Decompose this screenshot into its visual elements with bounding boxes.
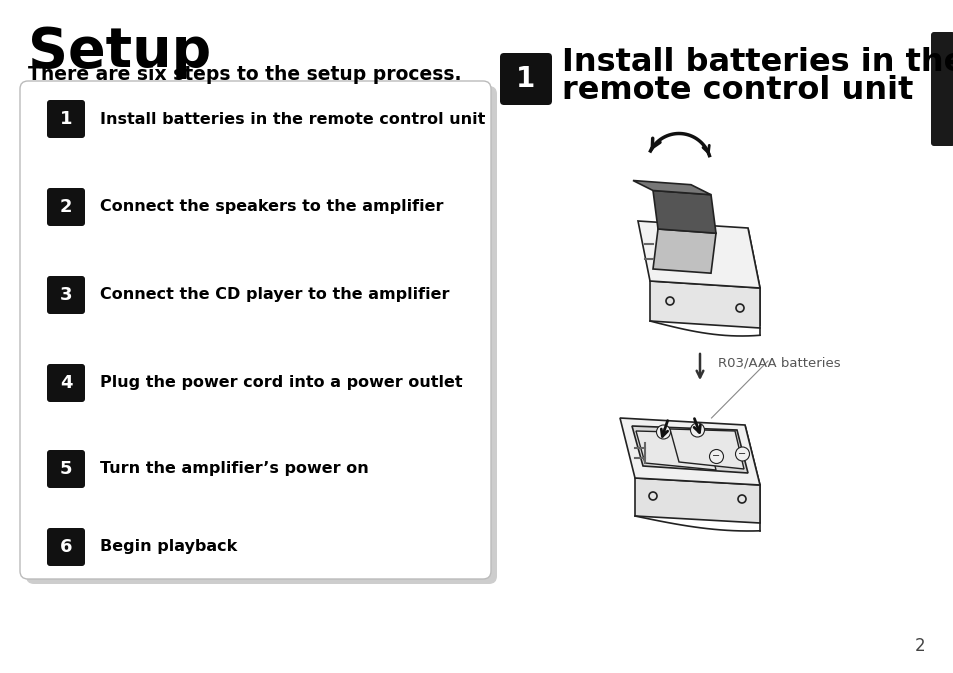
- FancyBboxPatch shape: [930, 32, 953, 146]
- Text: remote control unit: remote control unit: [561, 75, 912, 106]
- Text: 5: 5: [60, 460, 72, 478]
- Polygon shape: [744, 425, 760, 523]
- Text: Connect the speakers to the amplifier: Connect the speakers to the amplifier: [100, 199, 443, 215]
- Polygon shape: [633, 180, 710, 194]
- Polygon shape: [619, 418, 760, 485]
- Text: +: +: [693, 425, 700, 435]
- Text: Plug the power cord into a power outlet: Plug the power cord into a power outlet: [100, 376, 462, 390]
- Circle shape: [665, 297, 673, 305]
- Text: −: −: [712, 452, 720, 462]
- FancyBboxPatch shape: [47, 450, 85, 488]
- Text: −: −: [738, 449, 746, 459]
- FancyBboxPatch shape: [47, 528, 85, 566]
- Circle shape: [738, 495, 745, 503]
- FancyBboxPatch shape: [47, 364, 85, 402]
- Text: Setup: Setup: [28, 25, 211, 79]
- Text: 2: 2: [914, 637, 924, 655]
- Polygon shape: [747, 228, 760, 326]
- Polygon shape: [635, 478, 760, 523]
- Text: Turn the amplifier’s power on: Turn the amplifier’s power on: [100, 462, 369, 476]
- Polygon shape: [652, 190, 716, 234]
- Circle shape: [735, 447, 749, 461]
- FancyBboxPatch shape: [26, 86, 497, 584]
- Circle shape: [709, 450, 722, 464]
- FancyBboxPatch shape: [20, 81, 491, 579]
- Text: 4: 4: [60, 374, 72, 392]
- FancyBboxPatch shape: [499, 53, 552, 105]
- Polygon shape: [631, 426, 747, 473]
- Text: Begin playback: Begin playback: [100, 540, 237, 555]
- Polygon shape: [636, 431, 716, 470]
- Text: +: +: [659, 427, 667, 437]
- Text: Install batteries in the: Install batteries in the: [561, 47, 953, 78]
- FancyBboxPatch shape: [47, 276, 85, 314]
- Polygon shape: [649, 281, 760, 328]
- Circle shape: [656, 425, 670, 439]
- Text: Connect the CD player to the amplifier: Connect the CD player to the amplifier: [100, 287, 449, 302]
- FancyBboxPatch shape: [47, 100, 85, 138]
- Text: 1: 1: [516, 65, 535, 93]
- Text: 2: 2: [60, 198, 72, 216]
- Text: There are six steps to the setup process.: There are six steps to the setup process…: [28, 65, 461, 84]
- Circle shape: [648, 492, 657, 500]
- Polygon shape: [652, 229, 716, 273]
- Text: R03/AAA batteries: R03/AAA batteries: [718, 357, 840, 369]
- Text: 1: 1: [60, 110, 72, 128]
- Text: 3: 3: [60, 286, 72, 304]
- FancyBboxPatch shape: [47, 188, 85, 226]
- Circle shape: [690, 423, 703, 437]
- Text: Install batteries in the remote control unit: Install batteries in the remote control …: [100, 112, 485, 127]
- Polygon shape: [669, 429, 743, 469]
- Circle shape: [735, 304, 743, 312]
- Polygon shape: [638, 221, 760, 288]
- Text: 6: 6: [60, 538, 72, 556]
